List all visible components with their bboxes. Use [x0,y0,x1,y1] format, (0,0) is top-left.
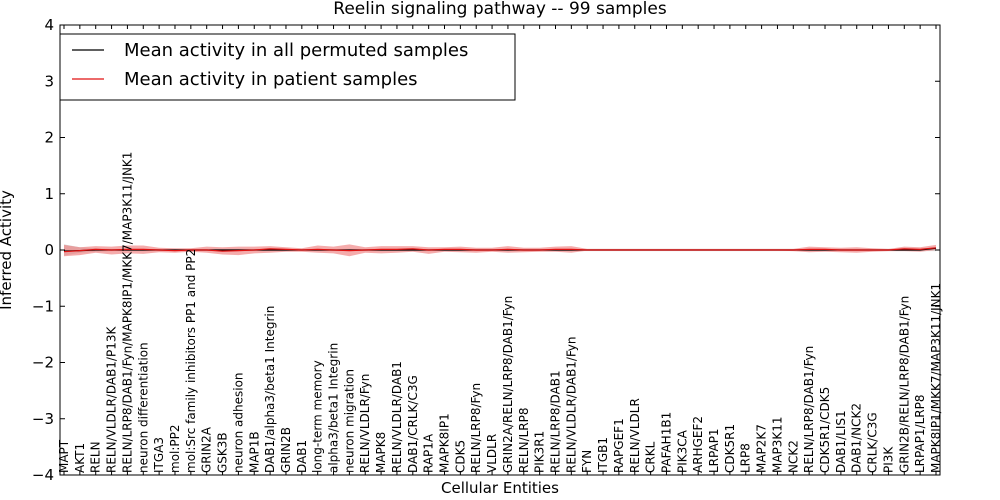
x-tick-label: LRPAP1 [707,428,721,473]
y-tick-label: 0 [44,241,54,259]
x-tick-label: AKT1 [73,443,87,473]
x-tick-label: MAP3K11 [771,416,785,473]
x-axis: MAPT AKT1 RELN RELN/VLDLR/DAB1/P13K RELN/LRP… [57,25,943,475]
x-tick-label: MAPK8IP1/MKK7/MAP3K11/JNK1 [929,283,943,473]
x-tick-label: RAP1A [422,433,436,473]
x-tick-label: DAB1 [295,440,309,473]
x-tick-label: RELN/VLDLR [628,398,642,473]
x-tick-label: MAPK8IP1 [438,413,452,473]
y-tick-label: 1 [44,185,54,203]
y-tick-label: −3 [32,410,54,428]
x-tick-label: ARHGEF2 [691,416,705,473]
x-tick-label: ITGB1 [596,437,610,473]
x-tick-label: neuron differentiation [136,342,150,473]
y-tick-label: −2 [32,354,54,372]
x-tick-label: LRPAP1/LRP8 [913,394,927,473]
x-tick-label: PI3K [881,446,895,473]
x-tick-label: RELN/VLDLR/DAB1/P13K [105,326,119,473]
x-tick-label: PIK3CA [675,429,689,473]
x-tick-label: RELN/VLDLR/DAB1 [390,361,404,473]
series-lines [63,247,937,253]
x-tick-label: mol:PP2 [168,424,182,473]
x-axis-label: Cellular Entities [441,479,559,497]
x-tick-label: GRIN2A [200,426,214,473]
y-tick-label: 4 [44,16,54,34]
x-tick-label: DAB1/alpha3/beta1 Integrin [263,306,277,473]
x-tick-label: LRP8 [739,443,753,473]
x-tick-label: NCK2 [786,440,800,473]
x-tick-label: GRIN2B/RELN/LRP8/DAB1/Fyn [897,296,911,473]
x-tick-label: MAPK8 [374,432,388,473]
x-tick-label: CDK5R1/CDK5 [818,387,832,473]
legend-label: Mean activity in patient samples [124,69,418,90]
x-tick-label: DAB1/NCK2 [850,403,864,473]
x-tick-label: alpha3/beta1 Integrin [327,343,341,473]
x-tick-label: GRIN2B [279,427,293,473]
x-tick-label: neuron adhesion [231,372,245,473]
x-tick-label: long-term memory [311,360,325,473]
y-axis-label: Inferred Activity [0,190,15,310]
x-tick-label: RELN/LRP8/DAB1/Fyn/MAPK8IP1/MKK7/MAP3K11… [120,152,134,473]
x-tick-label: ITGA3 [152,437,166,473]
x-tick-label: CDK5 [453,440,467,473]
x-tick-label: RELN/VLDLR/Fyn [358,374,372,473]
x-tick-label: RELN/LRP8 [517,407,531,473]
x-tick-label: PIK3R1 [533,431,547,473]
x-tick-label: GSK3B [216,432,230,473]
y-tick-label: −4 [32,466,54,484]
legend-box [59,33,516,101]
legend-label: Mean activity in all permuted samples [124,40,468,61]
legend: Mean activity in all permuted samples Mea… [59,33,516,101]
x-tick-label: RAPGEF1 [612,418,626,473]
x-tick-label: neuron migration [342,369,356,473]
x-tick-label: DAB1/LIS1 [834,410,848,473]
x-tick-label: DAB1/CRLK/C3G [406,375,420,473]
x-tick-label: CDK5R1 [723,424,737,473]
y-axis: −4 −3 −2 −1 0 1 2 3 4 [32,16,940,484]
x-tick-label: PAFAH1B1 [660,412,674,473]
chart-title: Reelin signaling pathway -- 99 samples [333,0,667,19]
x-tick-label: RELN/VLDLR/DAB1/Fyn [564,337,578,473]
x-tick-label: MAP1B [247,431,261,473]
y-tick-label: 3 [44,72,54,90]
x-tick-label: MAP2K7 [755,424,769,473]
x-tick-label: GRIN2A/RELN/LRP8/DAB1/Fyn [501,296,515,473]
x-tick-label: RELN [89,441,103,473]
x-tick-label: RELN/LRP8/DAB1/Fyn [802,346,816,473]
x-tick-label: mol:Src family inhibitors PP1 and PP2 [184,249,198,473]
x-tick-label: FYN [580,450,594,473]
y-tick-label: −1 [32,297,54,315]
y-tick-label: 2 [44,129,54,147]
x-tick-label: MAPT [57,439,71,473]
x-tick-label: CRLK/C3G [866,412,880,473]
x-tick-label: VLDLR [485,434,499,473]
x-tick-label: RELN/LRP8/Fyn [469,383,483,473]
series-line-2 [63,247,937,253]
x-tick-label: CRKL [644,441,658,473]
x-tick-label: RELN/LRP8/DAB1 [549,370,563,473]
